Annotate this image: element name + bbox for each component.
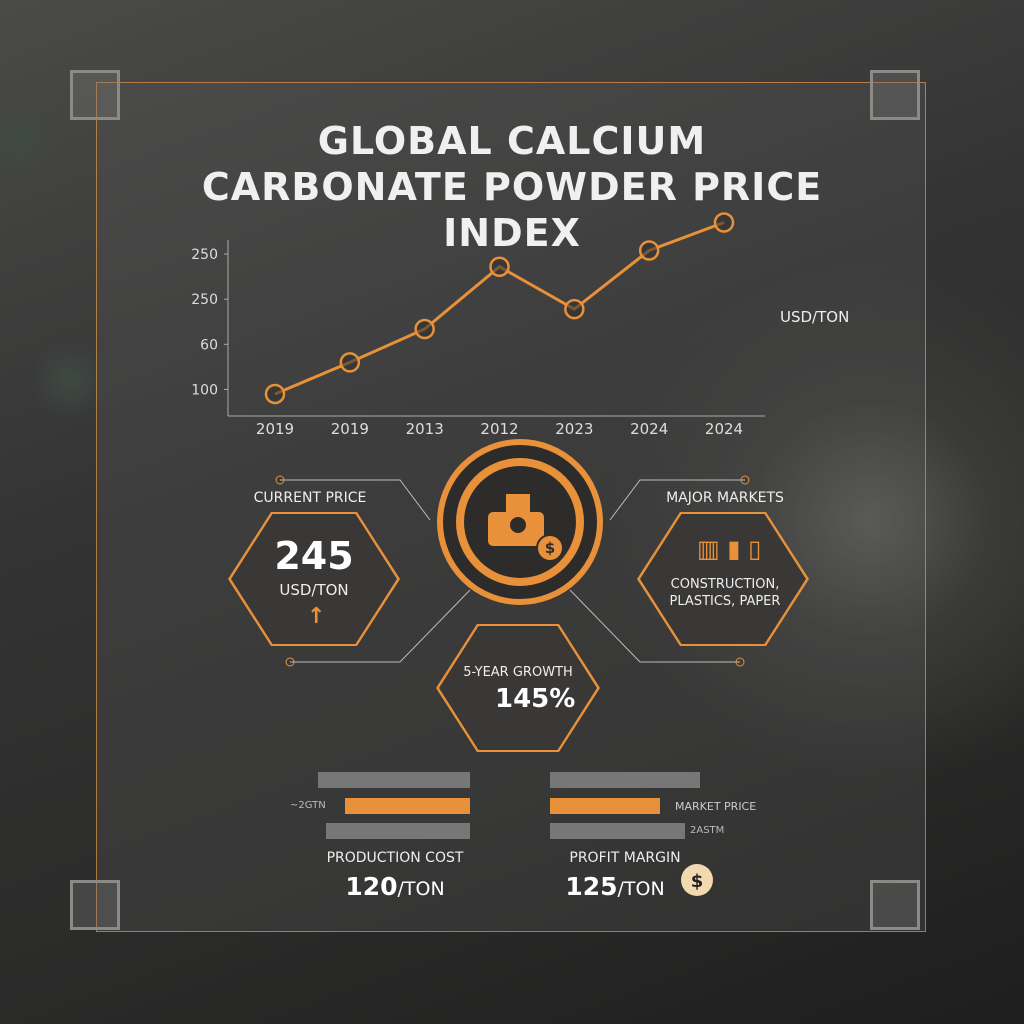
cost-unit: /TON xyxy=(397,878,445,900)
point xyxy=(638,240,660,261)
market-icons: ▥ ▮ ▯ xyxy=(697,535,762,563)
markets-heading: MAJOR MARKETS xyxy=(666,490,784,506)
bar-label: MARKET PRICE xyxy=(675,800,757,813)
x-tick-label: 2019 xyxy=(256,420,294,438)
svg-text:$: $ xyxy=(545,539,555,557)
bar xyxy=(318,772,470,788)
current-price-heading: CURRENT PRICE xyxy=(253,490,367,506)
point xyxy=(414,318,435,340)
cost-heading: PRODUCTION COST xyxy=(326,850,464,866)
point xyxy=(339,352,361,373)
up-arrow: ↑ xyxy=(307,604,326,629)
bar xyxy=(550,823,685,839)
point xyxy=(264,383,286,405)
growth-heading: 5-YEAR GROWTH xyxy=(463,665,573,680)
unit-label: USD/TON xyxy=(780,308,849,326)
bar xyxy=(550,798,660,814)
x-tick-label: 2024 xyxy=(630,420,668,438)
x-tick-label: 2024 xyxy=(705,420,743,438)
cost-value: 120 xyxy=(345,872,398,901)
point xyxy=(489,256,510,277)
y-tick-label: 100 xyxy=(191,382,218,398)
margin-value: 125 xyxy=(565,872,618,901)
y-tick-label: 250 xyxy=(191,247,218,263)
point xyxy=(564,298,585,320)
x-tick-label: 2012 xyxy=(480,420,518,438)
bar-label: 2ASTM xyxy=(690,825,725,836)
corner xyxy=(870,70,920,120)
corner xyxy=(870,880,920,930)
margin-unit: /TON xyxy=(617,878,665,900)
bar xyxy=(550,772,700,788)
hex-panel xyxy=(640,514,806,644)
corner xyxy=(70,880,120,930)
point xyxy=(713,212,735,233)
bar xyxy=(326,823,470,839)
y-tick-label: 60 xyxy=(200,337,218,353)
line-chart: USD/TON 100 60 250 250 2019 2019 2013 2012 2023 2… xyxy=(191,212,849,438)
margin: 125/TON xyxy=(555,872,675,901)
svg-text:$: $ xyxy=(691,871,704,892)
x-tick-label: 2013 xyxy=(406,420,444,438)
x-tick-label: 2023 xyxy=(555,420,593,438)
bar-label: ~2GTN xyxy=(290,800,326,811)
cost: 120/TON xyxy=(300,872,490,901)
title: GLOBAL CALCIUM CARBONATE POWDER PRICE IN… xyxy=(201,119,823,255)
current-price-value: 245 xyxy=(274,534,354,578)
corner xyxy=(70,70,120,120)
y-tick-label: 250 xyxy=(191,292,218,308)
x-tick-label: 2019 xyxy=(331,420,369,438)
growth-value: 145% xyxy=(495,684,576,714)
current-price-unit: USD/TON xyxy=(279,581,349,599)
markets-text: CONSTRUCTION, PLASTICS, PAPER xyxy=(669,577,781,609)
bar xyxy=(345,798,470,814)
hex-panel xyxy=(231,514,397,644)
margin-heading: PROFIT MARGIN xyxy=(569,850,681,866)
